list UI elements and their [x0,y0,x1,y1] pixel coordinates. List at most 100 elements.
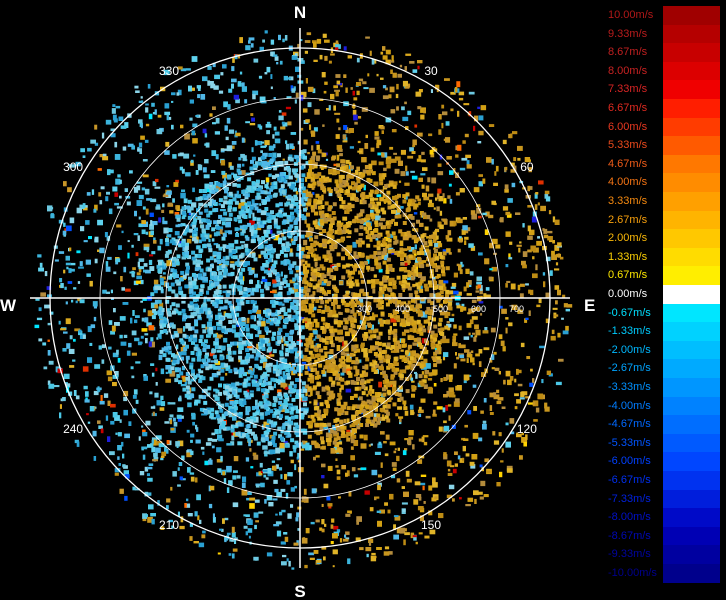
legend-color-swatch [663,117,720,137]
legend-color-swatch [663,266,720,286]
legend-color-swatch [663,24,720,44]
legend-entry-label: 8.00m/s [608,64,648,77]
legend-color-swatch [663,229,720,249]
legend-entry-label: -4.67m/s [608,418,651,431]
legend-entry-label: 3.33m/s [608,195,648,207]
legend-entry-label: -3.33m/s [608,381,651,393]
legend-entry-label: 2.67m/s [608,213,648,226]
legend-color-swatch [663,303,720,323]
legend-color-swatch [663,433,720,453]
legend-entry: -3.33m/s [604,378,722,397]
legend-entry-label: 10.00m/s [608,9,654,21]
bearing-label-150: 150 [421,518,441,532]
legend-entry-label: -4.00m/s [608,399,651,412]
legend-color-swatch [663,322,720,342]
legend-entry: 7.33m/s [604,80,722,100]
legend-color-swatch [663,545,720,565]
legend-entry: 8.00m/s [604,61,722,81]
range-ring-label-700: 700 [509,304,524,314]
legend-entry: 3.33m/s [604,192,722,211]
range-ring-label-600: 600 [471,304,486,314]
compass-west: W [0,296,17,315]
legend-entry-label: -8.00m/s [608,511,651,524]
range-ring-label-300: 300 [357,304,372,314]
legend-entry: -9.33m/s [604,545,722,565]
legend-entry: -6.00m/s [604,452,722,472]
legend-color-swatch [663,526,720,546]
legend-entry-label: -8.67m/s [608,529,651,542]
legend-entry: -0.67m/s [604,303,722,323]
legend-entry-label: 2.00m/s [608,232,648,245]
legend-entry: 6.67m/s [604,99,722,118]
legend-entry: 4.00m/s [604,173,722,193]
legend-color-swatch [663,285,720,304]
legend-entry-label: 8.67m/s [608,46,648,59]
compass-south: S [294,582,305,600]
legend-entry: -7.33m/s [604,489,722,509]
legend-entry: 0.00m/s [604,285,722,304]
velocity-color-legend: 10.00m/s 9.33m/s 8.67m/s 8.00m/s 7.33m/s 6.67… [604,6,722,591]
bearing-label-300: 300 [63,160,83,174]
legend-entry-label: -6.00m/s [608,455,651,468]
legend-color-swatch [663,452,720,472]
legend-entry: 1.33m/s [604,247,722,267]
legend-color-swatch [663,378,720,397]
legend-entry-label: 4.00m/s [608,176,648,189]
legend-entry-label: -2.00m/s [608,343,651,356]
legend-entry-label: -5.33m/s [608,436,651,449]
legend-color-swatch [663,564,720,583]
legend-color-swatch [663,136,720,156]
compass-east: E [584,296,595,315]
legend-color-swatch [663,396,720,416]
legend-color-swatch [663,247,720,267]
legend-color-swatch [663,61,720,81]
legend-entry-label: -1.33m/s [608,325,651,338]
legend-entry: 10.00m/s [604,6,722,25]
legend-color-swatch [663,471,720,490]
legend-color-swatch [663,210,720,230]
legend-entry-label: 7.33m/s [608,83,648,96]
legend-entry: -1.33m/s [604,322,722,342]
legend-color-swatch [663,43,720,63]
legend-entry: 2.00m/s [604,229,722,249]
legend-entry-label: -10.00m/s [608,567,657,579]
bearing-label-210: 210 [159,518,179,532]
legend-entry: 2.67m/s [604,210,722,230]
legend-entry: 5.33m/s [604,136,722,156]
legend-entry-label: 0.00m/s [608,288,648,300]
legend-color-swatch [663,415,720,435]
legend-entry-label: 6.00m/s [608,120,648,133]
range-ring-label-400: 400 [395,304,410,314]
legend-entry-label: 4.67m/s [608,157,648,170]
compass-north: N [294,3,306,22]
legend-color-swatch [663,99,720,118]
legend-color-swatch [663,340,720,360]
legend-entry: -8.67m/s [604,526,722,546]
bearing-label-30: 30 [424,64,438,78]
legend-entry-label: 9.33m/s [608,27,648,40]
legend-entry: 6.00m/s [604,117,722,137]
legend-color-swatch [663,192,720,211]
radar-plot: 300 400 500 600 700 N S E W 30 60 120 150 21… [0,3,595,600]
legend-entry-label: -9.33m/s [608,548,651,561]
bearing-label-240: 240 [63,422,83,436]
bearing-label-330: 330 [159,64,179,78]
legend-entry: -4.00m/s [604,396,722,416]
legend-color-swatch [663,359,720,379]
legend-color-swatch [663,154,720,174]
legend-color-swatch [663,508,720,528]
range-ring-label-500: 500 [433,304,448,314]
legend-entry-label: 6.67m/s [608,102,648,114]
legend-entry: -2.00m/s [604,340,722,360]
legend-entry-label: -6.67m/s [608,474,651,486]
legend-entry: 9.33m/s [604,24,722,44]
legend-entry: 4.67m/s [604,154,722,174]
legend-entry-label: 1.33m/s [608,250,648,263]
legend-entry-label: -0.67m/s [608,306,651,319]
legend-entry: -10.00m/s [604,564,722,583]
legend-color-swatch [663,6,720,25]
legend-entry-label: -2.67m/s [608,362,651,375]
legend-entry-label: 5.33m/s [608,139,648,152]
bearing-label-60: 60 [520,160,534,174]
legend-color-swatch [663,80,720,100]
